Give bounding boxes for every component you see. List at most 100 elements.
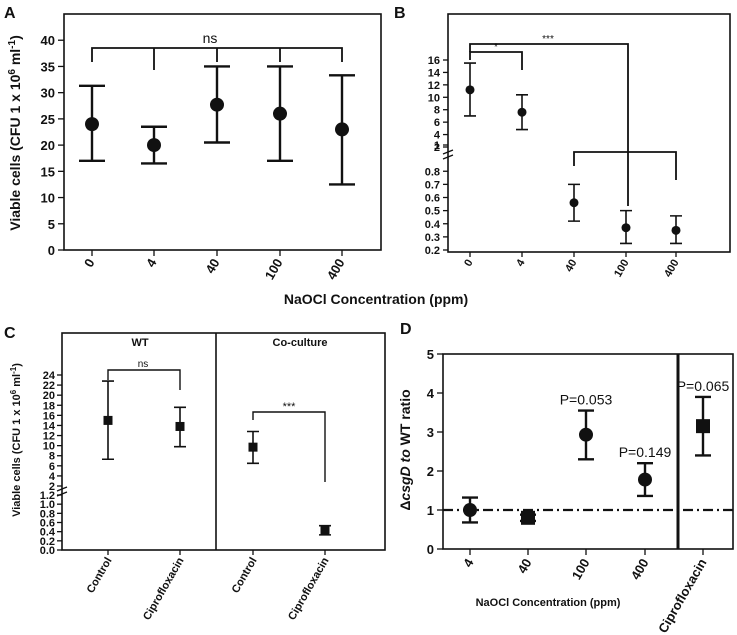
- y-tick-label: 0.5: [425, 206, 440, 218]
- y-tick-label: 0.6: [425, 193, 440, 205]
- data-point: [517, 107, 527, 117]
- panel-c-marks: [102, 380, 331, 536]
- y-tick-label: 6: [49, 461, 55, 473]
- panel-d-y-label: ΔcsgD to WT ratio: [397, 389, 413, 510]
- x-tick-label: 100: [612, 258, 632, 280]
- panel-b-sig-label-1: *: [494, 42, 498, 53]
- y-tick-label: 10: [41, 191, 55, 206]
- x-tick-label: Control: [85, 556, 115, 596]
- x-tick-label: 40: [202, 256, 222, 276]
- y-tick-label: 4: [49, 471, 56, 483]
- y-tick-label: 10: [428, 92, 440, 104]
- x-tick-label: Ciprofloxacin: [286, 555, 332, 622]
- data-point: [696, 419, 710, 434]
- y-tick-label: 0.3: [425, 232, 440, 244]
- panel-c-brackets: ns ***: [107, 359, 326, 482]
- y-tick-label: 2: [49, 481, 55, 493]
- panel-b-x-axis: 0 4 40 100 400: [462, 252, 682, 280]
- p-value-label: P=0.053: [560, 392, 613, 408]
- x-tick-label: 400: [628, 556, 652, 582]
- y-tick-label: 14: [428, 67, 441, 79]
- x-tick-label: Ciprofloxacin: [141, 555, 187, 622]
- y-tick-label: 2: [427, 464, 434, 479]
- panel-d-y-axis: 0 1 2 3 4 5: [427, 347, 443, 557]
- panel-a-ns-label: ns: [203, 30, 218, 46]
- panel-b-letter: B: [394, 5, 406, 22]
- data-point: [85, 117, 99, 132]
- y-tick-label: 1.2: [40, 490, 55, 502]
- y-tick-label: 2: [434, 142, 440, 154]
- panel-c-frame: [61, 332, 386, 551]
- y-tick-label: 0.0: [40, 545, 55, 557]
- data-point: [147, 138, 161, 153]
- data-point: [103, 415, 113, 425]
- y-tick-label: 15: [41, 164, 55, 179]
- panel-a: 0 5 10 15 20 25 30 35 40 0 4 40 100 400 ns Viable ce…: [7, 13, 382, 282]
- y-tick-label: 12: [43, 431, 55, 443]
- x-tick-label: 40: [514, 556, 534, 576]
- panel-c-letter: C: [4, 325, 16, 342]
- y-tick-label: 30: [41, 86, 55, 101]
- y-tick-label: 0.2: [40, 536, 55, 548]
- panel-c-sig-label: ***: [283, 401, 297, 413]
- x-tick-label: 400: [324, 256, 348, 282]
- panel-b-marks: [464, 62, 682, 245]
- panel-a-y-label: Viable cells (CFU 1 x 106 ml-1): [7, 35, 23, 231]
- data-point: [335, 122, 349, 137]
- p-value-label: P=0.149: [619, 444, 672, 460]
- y-tick-label: 18: [43, 400, 55, 412]
- x-tick-label: 40: [563, 258, 580, 275]
- x-tick-label: Ciprofloxacin: [655, 556, 710, 635]
- y-tick-label: 4: [427, 386, 435, 401]
- y-tick-label: 0.2: [425, 245, 440, 257]
- x-tick-label: 4: [143, 255, 160, 269]
- y-tick-label: 40: [41, 33, 55, 48]
- y-tick-label: 16: [428, 55, 440, 67]
- axis-break-mark: [56, 486, 68, 497]
- y-tick-label: 22: [43, 380, 55, 392]
- data-point: [671, 225, 681, 235]
- x-tick-label: 0: [81, 256, 98, 270]
- panel-c-group-wt: WT: [131, 337, 148, 349]
- y-tick-label: 1.0: [40, 499, 55, 511]
- data-point: [521, 510, 535, 525]
- y-tick-label: 12: [428, 80, 440, 92]
- panel-d-x-label: NaOCl Concentration (ppm): [476, 597, 621, 609]
- panel-d-x-axis: 4 40 100 400 Ciprofloxacin: [460, 549, 710, 635]
- data-point: [463, 503, 477, 517]
- data-point: [621, 223, 631, 233]
- panel-a-bracket: ns: [91, 30, 343, 70]
- x-tick-label: Control: [230, 556, 260, 596]
- y-tick-label: 0.6: [40, 518, 55, 530]
- y-tick-label: 0: [48, 243, 55, 258]
- y-tick-label: 10: [43, 441, 55, 453]
- panel-d-marks: [462, 395, 711, 525]
- panel-c-x-axis: Control Ciprofloxacin Control Ciprofloxacin: [85, 550, 332, 622]
- data-point: [320, 525, 330, 535]
- y-tick-label: 6: [434, 117, 440, 129]
- y-tick-label: 0: [427, 542, 434, 557]
- y-tick-label: 20: [43, 390, 55, 402]
- y-tick-label: 8: [49, 451, 55, 463]
- data-point: [579, 427, 593, 442]
- y-tick-label: 5: [48, 217, 55, 232]
- y-tick-label: 14: [43, 420, 56, 432]
- x-tick-label: 400: [662, 258, 682, 280]
- y-tick-label: 20: [41, 138, 55, 153]
- y-tick-label: 0.4: [40, 527, 56, 539]
- panel-a-frame: [63, 13, 382, 251]
- x-tick-label: 4: [514, 257, 528, 269]
- data-point: [210, 97, 224, 112]
- data-point: [175, 421, 185, 431]
- y-tick-label: 0.4: [425, 219, 441, 231]
- axis-break-mark: [442, 149, 454, 160]
- data-point: [638, 472, 652, 487]
- x-tick-label: 100: [569, 556, 593, 582]
- y-tick-label: 4: [434, 130, 441, 142]
- panel-b-frame: [447, 13, 731, 253]
- y-tick-label: 25: [41, 112, 55, 127]
- y-tick-label: 8: [434, 105, 440, 117]
